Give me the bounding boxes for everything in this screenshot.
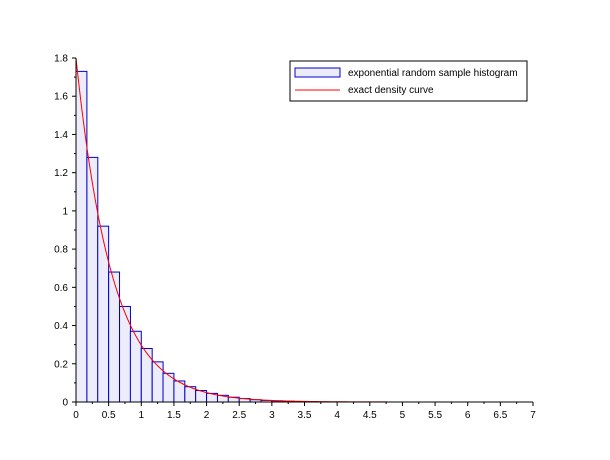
y-ticks: 0 0.2 0.4 0.6 0.8 1 1.2 1.4 1.6 1.8	[54, 54, 76, 409]
x-tick-label: 4	[334, 410, 340, 421]
histogram-bar	[151, 361, 164, 403]
y-tick-label: 0.8	[54, 245, 68, 256]
legend-histogram-label: exponential random sample histogram	[348, 68, 518, 79]
x-tick-label: 3.5	[298, 410, 312, 421]
y-tick-label: 1	[62, 206, 68, 217]
y-tick-label: 1.6	[54, 92, 68, 103]
y-tick-label: 0.6	[54, 283, 68, 294]
x-tick-label: 1.5	[167, 410, 181, 421]
x-tick-label: 3	[269, 410, 275, 421]
histogram-bar	[86, 156, 99, 403]
histogram-bar	[75, 70, 88, 403]
histogram-bar	[108, 271, 121, 403]
x-tick-label: 7	[530, 410, 536, 421]
y-tick-label: 0.2	[54, 359, 68, 370]
x-tick-label: 4.5	[363, 410, 377, 421]
x-ticks: 0 0.5 1 1.5 2 2.5 3 3.5 4 4.5 5 5.5 6 6.5 7	[73, 402, 536, 421]
y-tick-label: 1.4	[54, 130, 68, 141]
y-tick-label: 1.8	[54, 54, 68, 65]
legend-histogram-swatch	[294, 67, 341, 78]
x-tick-label: 6	[465, 410, 471, 421]
y-tick-label: 0.4	[54, 321, 68, 332]
x-tick-label: 1	[139, 410, 145, 421]
y-tick-label: 0	[62, 398, 68, 409]
x-tick-label: 2	[204, 410, 210, 421]
x-tick-label: 5.5	[428, 410, 442, 421]
y-tick-label: 1.2	[54, 168, 68, 179]
legend: exponential random sample histogram exac…	[289, 60, 528, 102]
x-tick-label: 5	[400, 410, 406, 421]
x-tick-label: 0	[73, 410, 79, 421]
x-tick-label: 2.5	[232, 410, 246, 421]
x-tick-label: 6.5	[493, 410, 507, 421]
histogram-bar	[140, 347, 153, 403]
legend-curve-label: exact density curve	[348, 85, 434, 96]
histogram-bar	[97, 225, 110, 403]
x-tick-label: 0.5	[102, 410, 116, 421]
